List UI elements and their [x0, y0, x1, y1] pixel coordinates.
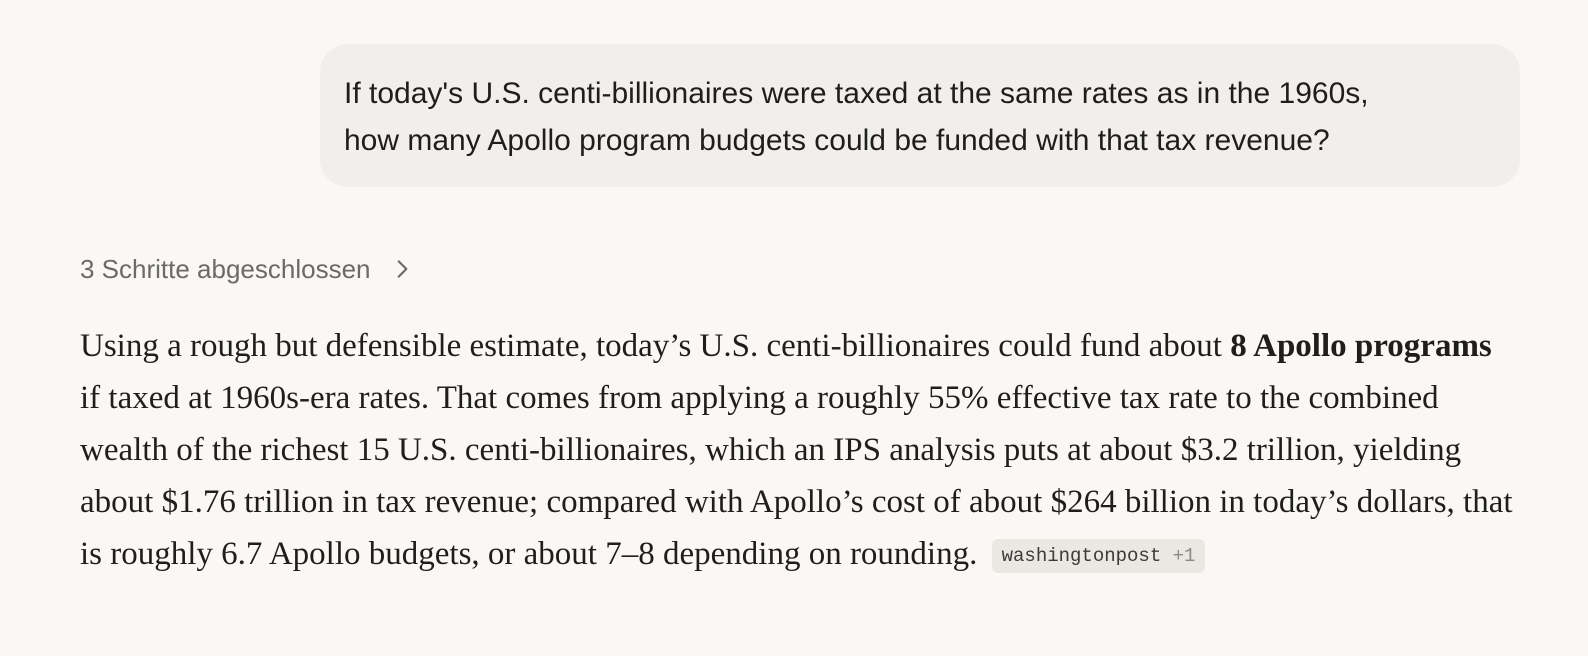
citation-more-count: +1 [1172, 545, 1196, 567]
user-message-line-2: how many Apollo program budgets could be… [344, 124, 1330, 157]
chevron-right-icon [397, 260, 407, 278]
answer-highlight: 8 Apollo programs [1230, 328, 1492, 364]
answer-intro: Using a rough but defensible estimate, t… [80, 328, 1231, 364]
user-message-line-1: If today's U.S. centi-billionaires were … [344, 77, 1369, 110]
user-message-bubble: If today's U.S. centi-billionaires were … [320, 44, 1520, 187]
steps-completed-toggle[interactable]: 3 Schritte abgeschlossen [80, 251, 415, 287]
citation-source: washingtonpost [1001, 545, 1162, 567]
citation-chip[interactable]: washingtonpost +1 [991, 539, 1206, 573]
assistant-answer: Using a rough but defensible estimate, t… [80, 320, 1520, 580]
steps-completed-label: 3 Schritte abgeschlossen [80, 253, 371, 284]
answer-body: if taxed at 1960s-era rates. That comes … [80, 380, 1513, 572]
